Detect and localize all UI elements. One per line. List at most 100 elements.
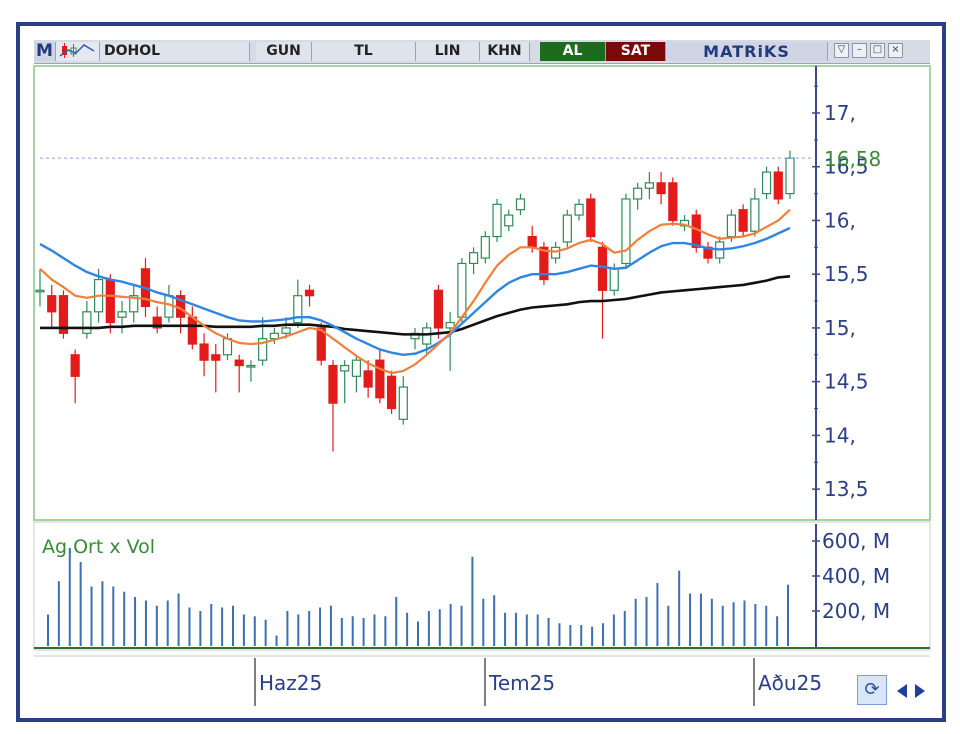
time-ticks: Haz25 Tem25 Aðu25 [254,658,822,706]
candle-body [258,338,268,361]
candle-body [726,214,737,238]
volume-tick-label: 600, M [822,529,890,553]
candle [70,349,80,404]
volume-ticks: 200, M 400, M 600, M [812,529,890,623]
candle [644,172,654,199]
candle [152,306,162,334]
price-panel [33,65,931,521]
candle-body [398,386,408,420]
candle [445,311,455,371]
candle-body [468,252,479,265]
buy-button[interactable]: AL [540,42,606,61]
minimize-icon[interactable]: – [852,43,867,58]
candle [492,198,502,242]
brand-logo: MATRiKS [666,42,828,61]
khn-button[interactable]: KHN [480,42,530,61]
candle-body [633,187,643,200]
candle-body [82,311,92,334]
candle-body [586,198,596,238]
price-tick-label: 14,5 [824,370,869,394]
dropdown-icon[interactable]: ▽ [834,43,849,58]
price-ticks: 13,5 14, 14,5 15, 15,5 16, 16,5 17, 16,58 [812,85,881,501]
candle-body [375,359,385,399]
refresh-icon[interactable]: ⟳ [857,675,887,705]
candle [586,193,596,242]
candle-body [152,316,162,329]
scroll-right-icon[interactable] [915,684,925,698]
candles-layer [35,150,795,452]
candle-body [750,198,760,232]
candle [58,290,69,339]
ma-mid-line [39,226,791,356]
candle-body [445,321,455,329]
candle-body [515,198,526,211]
candle-body [35,289,45,293]
price-tick-label: 15,5 [824,262,869,286]
candle-body [597,246,608,291]
candle-body [761,171,772,195]
candle-body [527,235,537,248]
time-tick-label: Haz25 [259,671,322,695]
candle-body [199,343,209,361]
candle [480,231,490,264]
candle-body [574,203,584,216]
scroll-left-icon[interactable] [897,684,907,698]
candle [621,193,631,269]
symbol-field[interactable]: DOHOL [100,42,250,61]
period-button[interactable]: GUN [256,42,312,61]
candle [363,360,373,398]
candle [35,268,45,307]
candle [293,279,303,328]
candle [82,301,92,339]
maximize-icon[interactable]: □ [870,43,885,58]
candle [340,360,350,404]
candle-body [234,359,244,367]
scale-button[interactable]: LIN [416,42,480,61]
candle-body [129,295,139,313]
candle-body [386,375,397,410]
volume-tick-label: 400, M [822,564,890,588]
m-menu-button[interactable]: M [34,42,56,61]
candle-style-icon[interactable] [56,42,100,61]
candle [761,166,772,199]
price-tick-label: 17, [824,101,856,125]
candle [633,182,643,210]
time-tick-label: Tem25 [488,671,555,695]
candle-body [785,157,795,195]
currency-button[interactable]: TL [312,42,416,61]
candle [351,354,362,393]
candle [468,247,479,275]
candle-body [492,203,502,238]
candle-body [281,327,291,334]
candle-body [246,364,256,368]
candle-body [70,354,80,377]
candle-body [457,262,467,318]
candle-body [58,295,69,334]
candle-body [222,338,233,356]
time-tick-label: Aðu25 [758,671,822,695]
candle [515,193,526,216]
candle-body [668,182,678,222]
chart-toolbar: M DOHOL GUN TL LIN KHN AL SAT MATRiKS ▽ … [34,40,930,64]
candle-body [304,289,315,297]
candle-body [644,182,654,189]
candle-body [211,354,221,361]
candle [433,284,444,339]
price-tick-label: 16, [824,208,856,232]
ma-slow-line [40,275,791,336]
close-icon[interactable]: × [888,43,903,58]
sell-button[interactable]: SAT [606,42,666,61]
candle [304,284,315,307]
candle-body [117,311,127,318]
candle-body [363,370,373,388]
candle [504,209,514,232]
candle [328,360,338,452]
price-tick-label: 16,5 [824,155,869,179]
candle [375,349,385,404]
moving-averages-layer [39,157,812,375]
candle [597,241,608,339]
candle-body [47,295,57,313]
candle-body [328,364,338,404]
candle-body [340,364,350,372]
